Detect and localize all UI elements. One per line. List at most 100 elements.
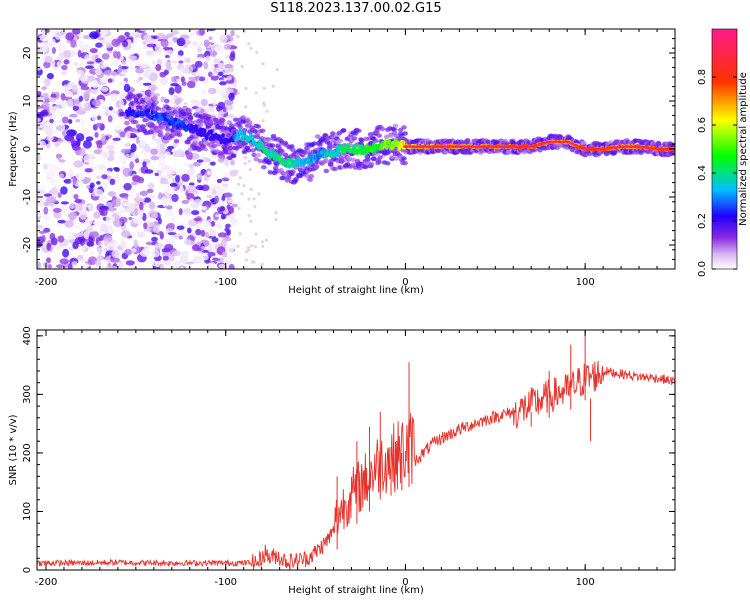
noise-blob — [168, 87, 175, 96]
x-tick-label: 100 — [576, 277, 595, 288]
noise-blob — [225, 79, 235, 84]
noise-blob — [46, 72, 54, 80]
noise-blob — [191, 244, 200, 252]
noise-blob — [170, 30, 179, 35]
noise-blob — [221, 239, 227, 248]
noise-blob — [209, 229, 216, 237]
noise-blob — [157, 149, 166, 155]
noise-blob — [240, 192, 244, 196]
noise-blob — [159, 264, 165, 269]
noise-blob — [169, 182, 178, 187]
noise-blob — [138, 262, 145, 269]
noise-blob — [191, 210, 200, 216]
ridge-peak — [505, 145, 511, 148]
noise-blob — [206, 170, 212, 176]
ridge-halo — [401, 125, 407, 130]
noise-blob — [69, 202, 75, 210]
noise-blob — [197, 46, 202, 53]
noise-blob — [244, 86, 248, 91]
ridge-peak — [596, 147, 602, 151]
ridge-core — [334, 152, 339, 158]
noise-blob — [105, 201, 113, 208]
noise-blob — [37, 185, 46, 190]
noise-blob — [100, 150, 110, 159]
noise-blob — [254, 245, 258, 249]
noise-blob — [57, 219, 66, 224]
noise-blob — [110, 93, 119, 102]
noise-blob — [170, 83, 179, 87]
ridge-halo — [140, 124, 146, 129]
noise-blob — [254, 232, 258, 236]
noise-blob — [50, 38, 56, 46]
noise-blob — [161, 252, 171, 257]
spectrogram-xlabel: Height of straight line (km) — [288, 285, 424, 296]
noise-blob — [146, 38, 157, 43]
ridge-halo — [269, 143, 276, 148]
noise-blob — [96, 181, 101, 185]
noise-blob — [46, 195, 57, 203]
noise-blob — [193, 198, 203, 207]
noise-blob — [261, 244, 265, 248]
ridge-halo — [379, 126, 386, 132]
noise-blob — [237, 206, 241, 210]
noise-blob — [221, 251, 228, 258]
noise-blob — [112, 59, 120, 67]
ridge-halo — [149, 123, 156, 128]
noise-blob — [171, 215, 178, 223]
noise-blob — [199, 42, 204, 47]
noise-blob — [175, 149, 184, 158]
noise-blob — [231, 220, 238, 228]
y-tick-label: -10 — [22, 189, 33, 205]
noise-blob — [176, 225, 185, 230]
noise-blob — [60, 186, 68, 195]
noise-blob — [194, 75, 201, 80]
noise-blob — [101, 133, 106, 142]
ridge-halo — [389, 154, 395, 160]
noise-blob — [61, 64, 68, 71]
noise-blob — [154, 43, 162, 53]
noise-blob — [176, 37, 186, 47]
noise-blob — [178, 60, 184, 64]
ridge-halo — [176, 132, 183, 137]
noise-blob — [181, 199, 190, 205]
noise-blob — [221, 177, 230, 182]
noise-blob — [193, 255, 202, 264]
noise-blob — [173, 264, 179, 269]
noise-blob — [188, 167, 196, 176]
ridge-peak — [501, 145, 507, 148]
ridge-halo — [393, 156, 400, 161]
noise-blob — [119, 131, 126, 138]
ridge-halo — [289, 144, 295, 149]
noise-blob — [73, 194, 79, 200]
ridge-halo — [386, 149, 392, 154]
ridge-halo — [143, 96, 150, 101]
noise-blob — [42, 92, 49, 100]
noise-blob — [96, 247, 106, 254]
ridge-core — [287, 164, 292, 169]
noise-blob — [120, 148, 131, 154]
noise-blob — [222, 260, 232, 264]
noise-blob — [55, 223, 63, 227]
noise-blob — [224, 104, 234, 111]
noise-blob — [179, 255, 189, 264]
ridge-halo — [323, 168, 330, 174]
ridge-core — [387, 139, 392, 145]
noise-blob — [187, 227, 192, 234]
ridge-halo — [192, 140, 198, 145]
noise-blob — [274, 218, 278, 222]
ridge-halo — [237, 124, 243, 130]
noise-blob — [168, 166, 178, 175]
ridge-halo — [255, 124, 262, 129]
noise-blob — [83, 154, 93, 163]
noise-blob — [249, 219, 253, 223]
noise-blob — [80, 85, 90, 91]
noise-blob — [185, 57, 191, 63]
noise-blob — [88, 203, 95, 212]
noise-blob — [76, 255, 84, 260]
noise-blob — [224, 63, 233, 69]
noise-blob — [41, 234, 46, 243]
noise-blob — [261, 62, 265, 66]
ridge-peak — [592, 147, 598, 151]
noise-blob — [218, 62, 225, 71]
noise-blob — [114, 110, 119, 114]
